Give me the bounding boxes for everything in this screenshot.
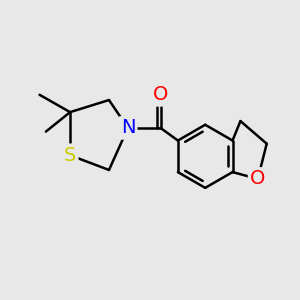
- Text: O: O: [250, 169, 266, 188]
- Text: S: S: [64, 146, 76, 165]
- Text: N: N: [121, 118, 135, 137]
- Text: O: O: [153, 85, 168, 104]
